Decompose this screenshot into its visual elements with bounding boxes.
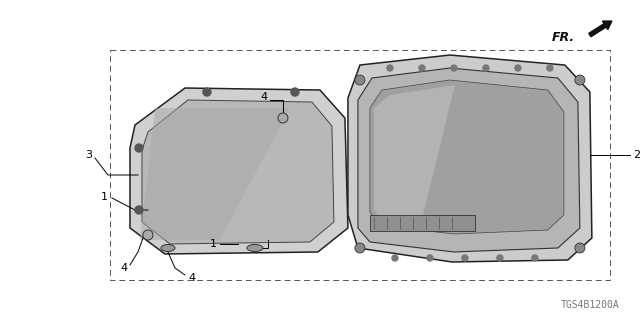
Circle shape (143, 230, 153, 240)
Circle shape (532, 255, 538, 261)
Text: 1: 1 (210, 239, 217, 249)
Text: 4: 4 (261, 92, 268, 102)
Polygon shape (130, 88, 348, 254)
Bar (370, 215, 475, 231)
Circle shape (427, 255, 433, 261)
Circle shape (497, 255, 503, 261)
Circle shape (355, 75, 365, 85)
Circle shape (419, 65, 425, 71)
Circle shape (483, 65, 489, 71)
Polygon shape (370, 80, 564, 234)
Circle shape (355, 243, 365, 253)
Text: TGS4B1200A: TGS4B1200A (561, 300, 620, 310)
Circle shape (387, 65, 393, 71)
Bar (110, 50, 610, 280)
Circle shape (291, 88, 299, 96)
Text: 4: 4 (121, 263, 128, 273)
Circle shape (515, 65, 521, 71)
Circle shape (575, 243, 585, 253)
Polygon shape (142, 100, 334, 244)
Polygon shape (348, 55, 592, 262)
FancyArrow shape (589, 21, 612, 37)
Text: 1: 1 (101, 192, 108, 202)
Circle shape (392, 255, 398, 261)
Circle shape (203, 88, 211, 96)
Circle shape (135, 144, 143, 152)
Circle shape (462, 255, 468, 261)
Text: 4: 4 (188, 273, 195, 283)
Polygon shape (140, 108, 290, 240)
Circle shape (547, 65, 553, 71)
Text: FR.: FR. (552, 30, 575, 44)
Circle shape (451, 65, 457, 71)
Circle shape (575, 75, 585, 85)
Circle shape (278, 113, 288, 123)
Text: 2: 2 (633, 150, 640, 160)
Ellipse shape (161, 244, 175, 252)
Polygon shape (358, 68, 580, 252)
Circle shape (135, 206, 143, 214)
Ellipse shape (247, 244, 263, 252)
Text: 3: 3 (85, 150, 92, 160)
Polygon shape (374, 85, 455, 228)
